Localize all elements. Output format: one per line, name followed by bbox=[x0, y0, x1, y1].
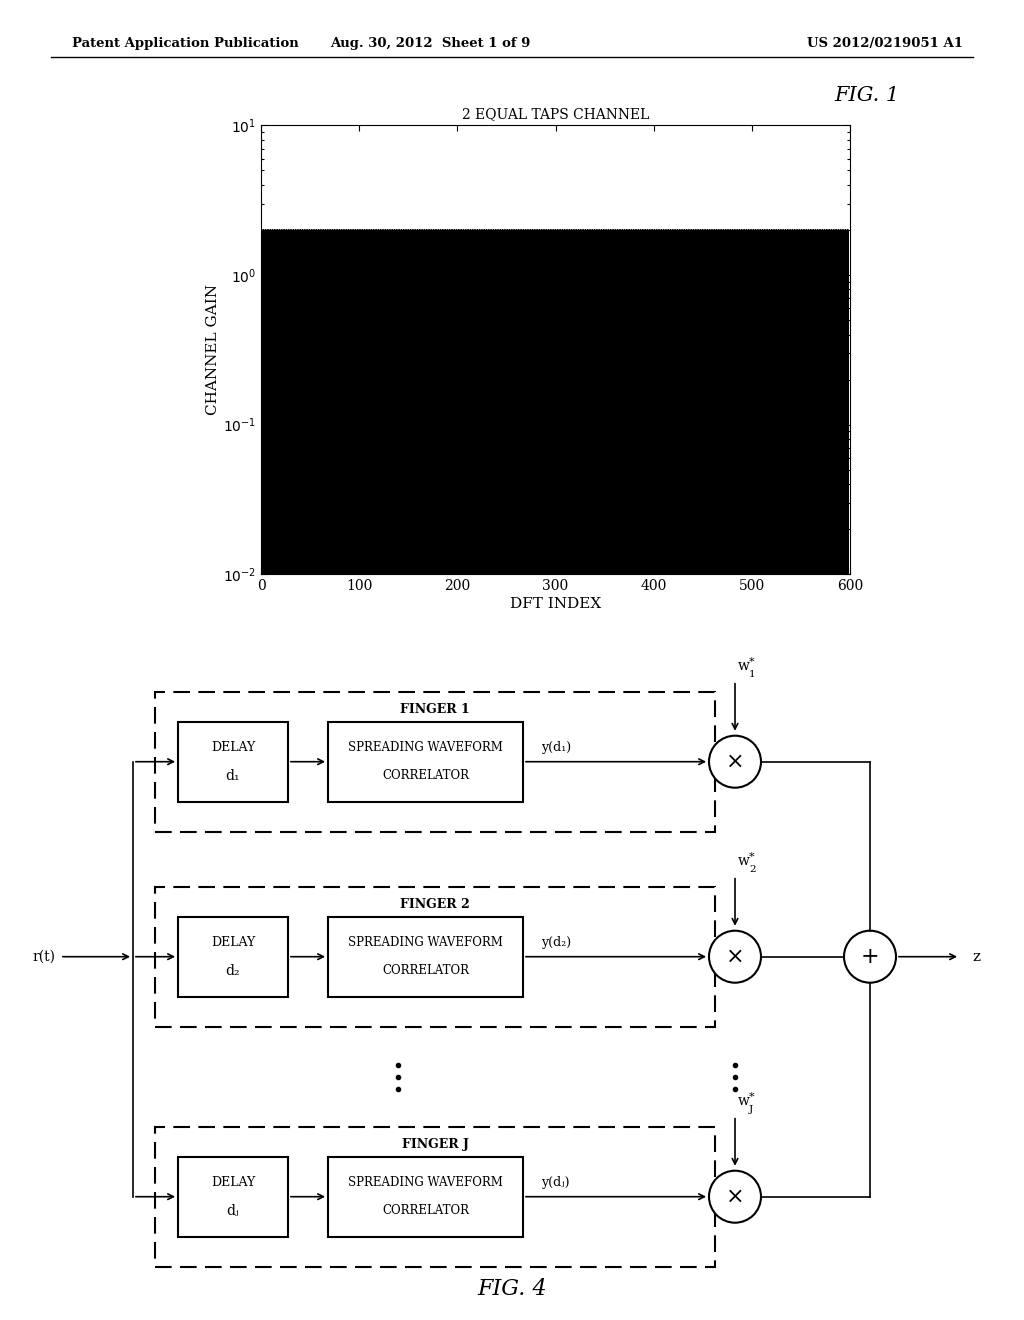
Text: w: w bbox=[738, 1094, 750, 1107]
Text: r(t): r(t) bbox=[32, 949, 55, 964]
Bar bbox=[328, 1156, 523, 1237]
Text: d₂: d₂ bbox=[225, 964, 241, 978]
Text: dⱼ: dⱼ bbox=[226, 1204, 240, 1217]
Bar bbox=[328, 916, 523, 997]
Text: ×: × bbox=[726, 751, 744, 772]
Text: ×: × bbox=[726, 1185, 744, 1208]
Text: DELAY: DELAY bbox=[211, 936, 255, 949]
Bar bbox=[178, 722, 288, 801]
Text: +: + bbox=[861, 945, 880, 968]
Bar bbox=[178, 1156, 288, 1237]
Text: d₁: d₁ bbox=[225, 768, 241, 783]
Text: Aug. 30, 2012  Sheet 1 of 9: Aug. 30, 2012 Sheet 1 of 9 bbox=[330, 37, 530, 50]
Text: CORRELATOR: CORRELATOR bbox=[382, 1204, 469, 1217]
Text: 1: 1 bbox=[749, 669, 756, 678]
Text: w: w bbox=[738, 854, 750, 867]
Text: FIG. 4: FIG. 4 bbox=[477, 1278, 547, 1300]
Text: y(d₁): y(d₁) bbox=[541, 742, 571, 754]
Text: DELAY: DELAY bbox=[211, 1176, 255, 1189]
Bar bbox=[155, 1127, 715, 1267]
Text: Patent Application Publication: Patent Application Publication bbox=[72, 37, 298, 50]
Bar bbox=[328, 722, 523, 801]
Text: SPREADING WAVEFORM: SPREADING WAVEFORM bbox=[348, 1176, 503, 1189]
Text: FINGER J: FINGER J bbox=[401, 1138, 468, 1151]
Text: y(d₂): y(d₂) bbox=[541, 936, 571, 949]
Text: FIG. 1: FIG. 1 bbox=[835, 86, 900, 104]
Title: 2 EQUAL TAPS CHANNEL: 2 EQUAL TAPS CHANNEL bbox=[462, 107, 649, 121]
Y-axis label: CHANNEL GAIN: CHANNEL GAIN bbox=[206, 284, 220, 416]
Circle shape bbox=[844, 931, 896, 982]
Text: *: * bbox=[749, 657, 755, 667]
Text: SPREADING WAVEFORM: SPREADING WAVEFORM bbox=[348, 742, 503, 754]
Text: z: z bbox=[972, 949, 980, 964]
Text: CORRELATOR: CORRELATOR bbox=[382, 770, 469, 783]
Text: ×: × bbox=[726, 945, 744, 968]
Text: w: w bbox=[738, 659, 750, 673]
X-axis label: DFT INDEX: DFT INDEX bbox=[510, 597, 601, 611]
Bar bbox=[155, 887, 715, 1027]
Circle shape bbox=[709, 1171, 761, 1222]
Text: 2: 2 bbox=[749, 865, 756, 874]
Bar bbox=[178, 916, 288, 997]
Text: FINGER 1: FINGER 1 bbox=[400, 704, 470, 717]
Text: *: * bbox=[749, 1092, 755, 1102]
Bar bbox=[155, 692, 715, 832]
Text: SPREADING WAVEFORM: SPREADING WAVEFORM bbox=[348, 936, 503, 949]
Circle shape bbox=[709, 735, 761, 788]
Text: CORRELATOR: CORRELATOR bbox=[382, 964, 469, 977]
Text: US 2012/0219051 A1: US 2012/0219051 A1 bbox=[807, 37, 963, 50]
Text: J: J bbox=[749, 1105, 754, 1114]
Text: *: * bbox=[749, 851, 755, 862]
Circle shape bbox=[709, 931, 761, 982]
Text: DELAY: DELAY bbox=[211, 742, 255, 754]
Text: y(dⱼ): y(dⱼ) bbox=[541, 1176, 569, 1189]
Text: FINGER 2: FINGER 2 bbox=[400, 898, 470, 911]
